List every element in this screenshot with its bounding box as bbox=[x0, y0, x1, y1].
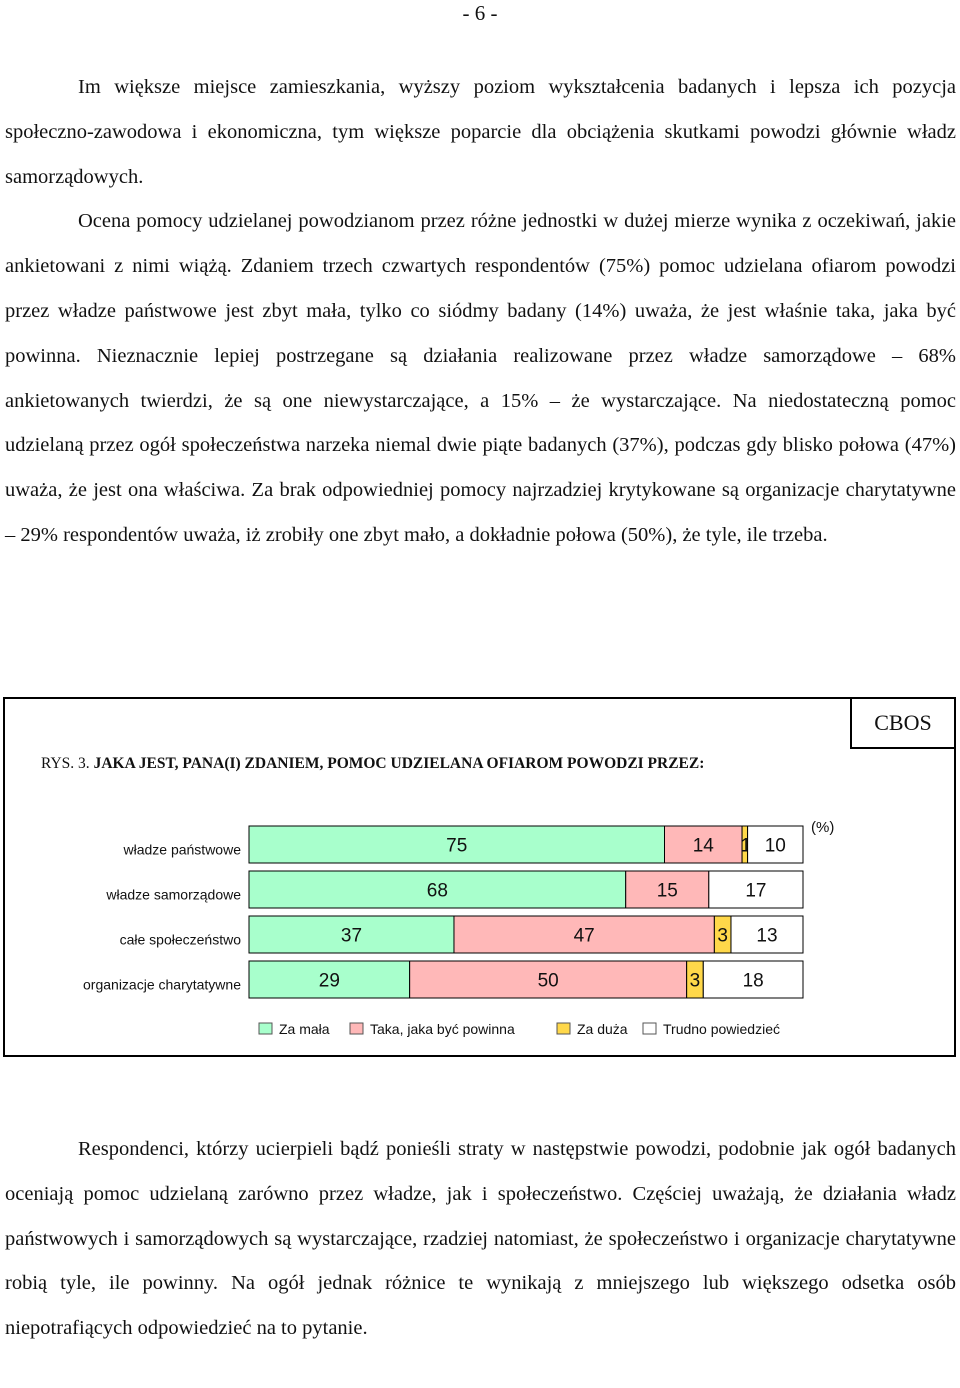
bar-segment bbox=[702, 960, 804, 999]
data-label: 3 bbox=[717, 926, 728, 947]
data-label: 75 bbox=[446, 836, 467, 857]
bar-segment bbox=[248, 960, 411, 999]
data-label: 18 bbox=[743, 971, 764, 992]
data-label: 1 bbox=[741, 836, 752, 857]
legend-swatch bbox=[556, 1022, 571, 1035]
data-label: 29 bbox=[319, 971, 340, 992]
body-text-bottom: Respondenci, którzy ucierpieli bądź poni… bbox=[5, 1127, 956, 1351]
category-label: władze samorządowe bbox=[105, 887, 241, 903]
figure-number: RYS. 3. bbox=[41, 755, 90, 772]
unit-label: (%) bbox=[811, 819, 834, 836]
legend-swatch bbox=[349, 1022, 364, 1035]
category-label: władze państwowe bbox=[122, 842, 241, 858]
data-label: 68 bbox=[427, 881, 448, 902]
bar-segment bbox=[730, 915, 804, 954]
legend-label: Za duża bbox=[577, 1021, 628, 1037]
data-label: 15 bbox=[657, 881, 678, 902]
data-label: 50 bbox=[538, 971, 559, 992]
data-label: 37 bbox=[341, 926, 362, 947]
bar-segment bbox=[248, 870, 627, 909]
figure-frame: CBOS RYS. 3. JAKA JEST, PANA(I) ZDANIEM,… bbox=[3, 697, 956, 1057]
paragraph: Respondenci, którzy ucierpieli bądź poni… bbox=[5, 1138, 956, 1340]
body-text-top: Im większe miejsce zamieszkania, wyższy … bbox=[5, 65, 956, 558]
bar-segment bbox=[708, 870, 804, 909]
legend-swatch bbox=[642, 1022, 657, 1035]
figure-title-text: JAKA JEST, PANA(I) ZDANIEM, POMOC UDZIEL… bbox=[93, 755, 705, 772]
data-label: 47 bbox=[574, 926, 595, 947]
category-label: organizacje charytatywne bbox=[83, 977, 241, 993]
data-label: 10 bbox=[765, 836, 786, 857]
paragraph: Im większe miejsce zamieszkania, wyższy … bbox=[5, 76, 956, 188]
paragraph: Ocena pomocy udzielanej powodzianom prze… bbox=[5, 210, 956, 546]
bar-segment bbox=[248, 825, 665, 864]
bar-segment bbox=[747, 825, 804, 864]
data-label: 13 bbox=[756, 926, 777, 947]
data-label: 17 bbox=[745, 881, 766, 902]
legend-swatch bbox=[258, 1022, 273, 1035]
source-label: CBOS bbox=[850, 697, 956, 749]
bar-segment bbox=[453, 915, 715, 954]
legend-label: Za mała bbox=[279, 1021, 330, 1037]
category-label: całe społeczeństwo bbox=[120, 932, 242, 948]
figure-title: RYS. 3. JAKA JEST, PANA(I) ZDANIEM, POMO… bbox=[41, 755, 704, 773]
bar-segment bbox=[664, 825, 743, 864]
page-number: - 6 - bbox=[462, 1, 498, 25]
stacked-bar-chart: władze państwowe 75 14 1 10 władze samorządow… bbox=[83, 819, 834, 1037]
bar-segment bbox=[409, 960, 688, 999]
bar-segment bbox=[248, 915, 455, 954]
legend-label: Taka, jaka być powinna bbox=[370, 1021, 515, 1037]
data-label: 3 bbox=[690, 971, 701, 992]
data-label: 14 bbox=[693, 836, 715, 857]
legend-label: Trudno powiedzieć bbox=[663, 1021, 780, 1037]
